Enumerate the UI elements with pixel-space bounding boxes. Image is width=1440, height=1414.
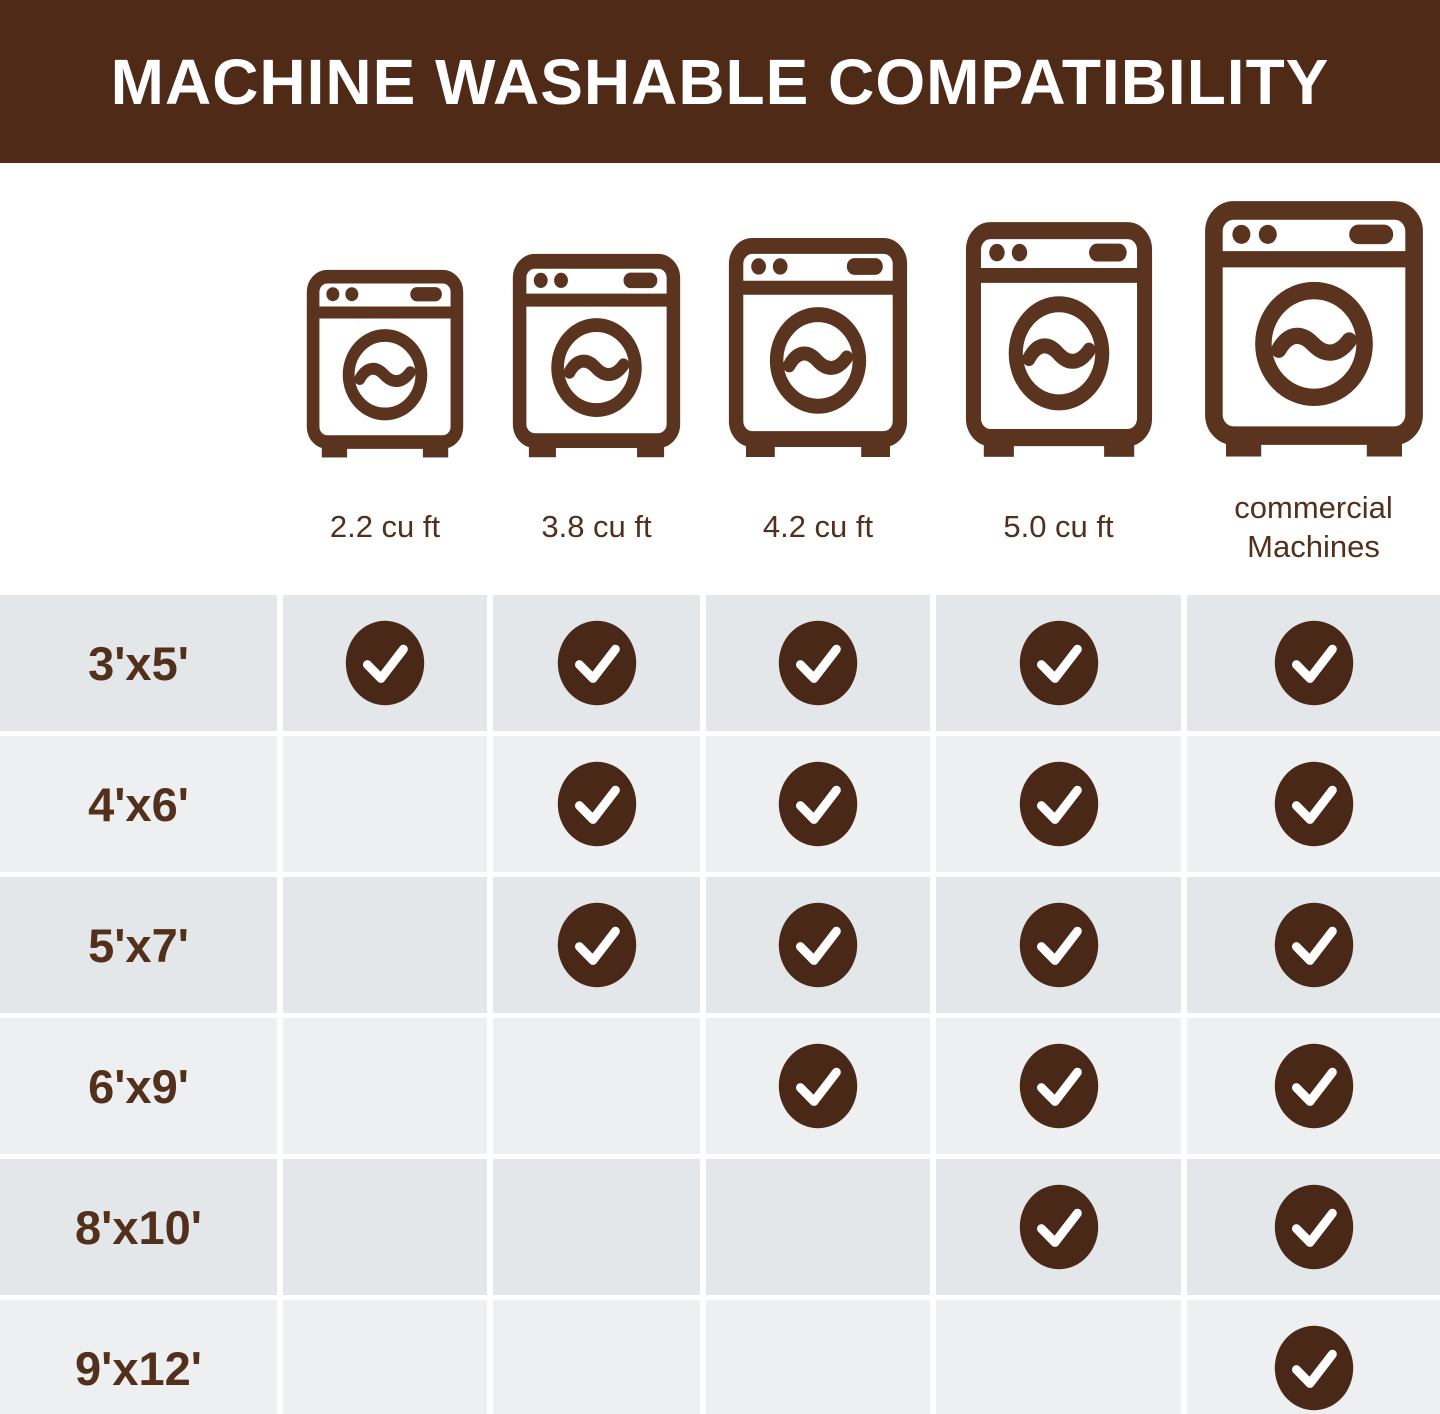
compat-cell-checked: [1187, 736, 1440, 872]
compat-cell-empty: [706, 1300, 930, 1414]
compat-cell-empty: [283, 1300, 487, 1414]
rug-size-label: 9'x12': [0, 1300, 277, 1414]
compat-cell-empty: [493, 1300, 700, 1414]
compat-cell-checked: [493, 595, 700, 731]
checkmark-icon: [1274, 1325, 1354, 1411]
rug-size-label: 8'x10': [0, 1159, 277, 1295]
compat-cell-empty: [283, 877, 487, 1013]
compat-cell-checked: [1187, 1018, 1440, 1154]
washer-column-commercial: commercial Machines: [1187, 163, 1440, 595]
checkmark-icon: [557, 902, 637, 988]
compat-cell-checked: [1187, 595, 1440, 731]
washing-machine-icon: [965, 221, 1153, 460]
compat-cell-empty: [493, 1018, 700, 1154]
washer-capacity-label: 4.2 cu ft: [762, 509, 874, 545]
washing-machine-icon: [728, 237, 908, 460]
checkmark-icon: [778, 1043, 858, 1129]
compat-cell-empty: [283, 1159, 487, 1295]
page-title: MACHINE WASHABLE COMPATIBILITY: [110, 45, 1330, 118]
compat-cell-checked: [283, 595, 487, 731]
rug-size-label: 6'x9': [0, 1018, 277, 1154]
rug-size-label: 3'x5': [0, 595, 277, 731]
checkmark-icon: [557, 761, 637, 847]
checkmark-icon: [1274, 902, 1354, 988]
checkmark-icon: [778, 902, 858, 988]
compat-cell-checked: [1187, 877, 1440, 1013]
compat-cell-checked: [706, 595, 930, 731]
checkmark-icon: [778, 620, 858, 706]
checkmark-icon: [778, 761, 858, 847]
washer-column-4-2: 4.2 cu ft: [706, 163, 930, 595]
checkmark-icon: [1019, 620, 1099, 706]
compat-cell-empty: [706, 1159, 930, 1295]
compat-cell-checked: [493, 736, 700, 872]
compat-cell-checked: [936, 877, 1181, 1013]
compat-cell-checked: [936, 736, 1181, 872]
compat-cell-checked: [706, 736, 930, 872]
compat-cell-checked: [493, 877, 700, 1013]
washer-column-3-8: 3.8 cu ft: [493, 163, 700, 595]
checkmark-icon: [1019, 761, 1099, 847]
compat-cell-checked: [706, 1018, 930, 1154]
checkmark-icon: [1019, 1184, 1099, 1270]
compat-cell-checked: [1187, 1159, 1440, 1295]
compat-cell-empty: [283, 1018, 487, 1154]
washer-capacity-label: 2.2 cu ft: [329, 509, 441, 545]
machine-size-strip: 2.2 cu ft 3.8 cu ft 4.2 cu ft 5.0 cu ft …: [0, 163, 1440, 595]
rug-size-label: 4'x6': [0, 736, 277, 872]
checkmark-icon: [345, 620, 425, 706]
compat-cell-checked: [1187, 1300, 1440, 1414]
compat-cell-checked: [936, 595, 1181, 731]
checkmark-icon: [1019, 902, 1099, 988]
header-banner: MACHINE WASHABLE COMPATIBILITY: [0, 0, 1440, 163]
compat-cell-empty: [493, 1159, 700, 1295]
compatibility-table: 3'x5' 4'x6' 5'x7' 6'x9' 8'x10' 9'x12': [0, 595, 1440, 1414]
rug-size-label: 5'x7': [0, 877, 277, 1013]
washer-column-5-0: 5.0 cu ft: [936, 163, 1181, 595]
washer-capacity-label: 5.0 cu ft: [1003, 509, 1114, 545]
washer-capacity-label: 3.8 cu ft: [541, 509, 652, 545]
checkmark-icon: [1274, 761, 1354, 847]
washing-machine-icon: [1204, 200, 1424, 460]
checkmark-icon: [1019, 1043, 1099, 1129]
washing-machine-icon: [306, 269, 464, 460]
compat-cell-checked: [936, 1018, 1181, 1154]
checkmark-icon: [557, 620, 637, 706]
washer-column-2-2: 2.2 cu ft: [283, 163, 487, 595]
washer-capacity-label: commercial Machines: [1234, 489, 1393, 564]
checkmark-icon: [1274, 1184, 1354, 1270]
compat-cell-empty: [283, 736, 487, 872]
compat-cell-empty: [936, 1300, 1181, 1414]
washing-machine-icon: [512, 253, 681, 460]
compat-cell-checked: [936, 1159, 1181, 1295]
compat-cell-checked: [706, 877, 930, 1013]
checkmark-icon: [1274, 1043, 1354, 1129]
checkmark-icon: [1274, 620, 1354, 706]
